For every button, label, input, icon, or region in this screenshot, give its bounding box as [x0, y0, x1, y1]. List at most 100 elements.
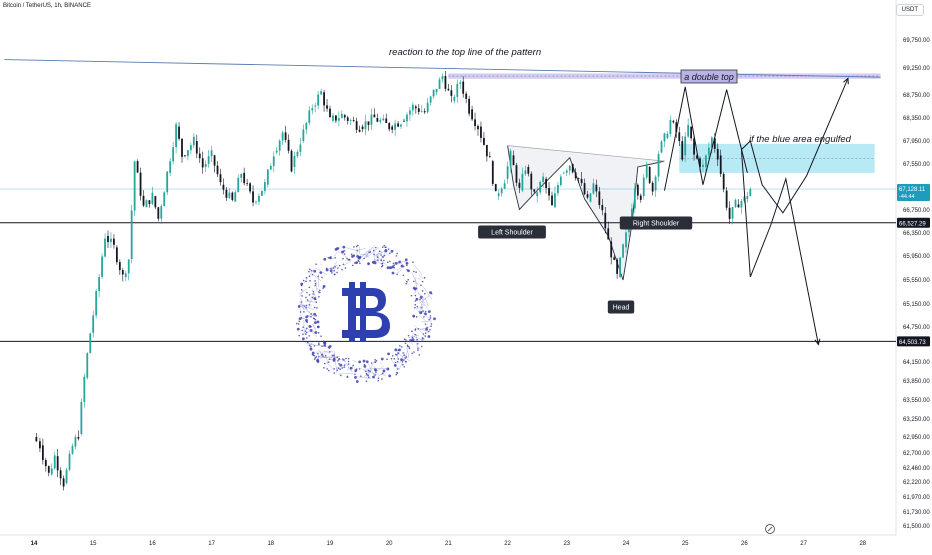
candle-body: [545, 179, 547, 188]
candle-body: [63, 478, 65, 486]
logo-dot: [414, 304, 416, 306]
candle-body: [134, 161, 136, 210]
logo-dot: [401, 346, 403, 348]
logo-dot: [396, 253, 398, 255]
logo-dot: [306, 328, 308, 330]
candle-body: [353, 120, 355, 121]
logo-dot: [373, 262, 375, 264]
logo-dot: [309, 269, 311, 271]
logo-dot: [414, 307, 416, 309]
candle-body: [125, 273, 127, 277]
logo-dot: [323, 258, 326, 261]
logo-dot: [301, 295, 303, 297]
logo-dot: [312, 354, 314, 356]
logo-dot: [359, 263, 361, 265]
logo-dot: [334, 372, 336, 374]
candle-body: [536, 192, 538, 196]
logo-dot: [315, 283, 317, 285]
candle-body: [157, 207, 159, 218]
candle-body: [400, 125, 402, 127]
logo-dot: [348, 363, 350, 365]
y-tick-label: 69,250.00: [903, 66, 930, 72]
candle-body: [178, 127, 180, 139]
candle-body: [749, 189, 751, 196]
y-tick-label: 69,750.00: [903, 38, 930, 44]
logo-dot: [323, 286, 325, 288]
candle-body: [483, 138, 485, 145]
logo-dot: [422, 290, 424, 292]
y-tick-label: 67,950.00: [903, 139, 930, 145]
logo-dot: [389, 261, 391, 263]
logo-dot: [324, 342, 327, 345]
candle-body: [613, 257, 615, 259]
candle-body: [181, 139, 183, 157]
candle-body: [708, 148, 710, 156]
logo-dot: [368, 377, 370, 379]
candle-body: [54, 455, 56, 468]
y-tick-label: 65,550.00: [903, 278, 930, 284]
candle-body: [394, 123, 396, 129]
annotation-blue-area: if the blue area engulfed: [749, 134, 852, 145]
logo-dot: [343, 366, 345, 368]
candle-body: [323, 92, 325, 105]
candle-body: [533, 189, 535, 191]
logo-dot: [309, 280, 311, 282]
logo-dot: [425, 323, 427, 325]
logo-dot: [388, 374, 391, 377]
logo-dot: [387, 261, 389, 263]
candle-body: [418, 108, 420, 112]
candle-body: [276, 151, 278, 153]
logo-dot: [342, 258, 344, 260]
logo-dot: [416, 316, 418, 318]
logo-dot: [387, 352, 390, 355]
candle-body: [95, 291, 97, 315]
logo-dot: [429, 329, 431, 331]
logo-dot: [305, 297, 307, 299]
candle-body: [468, 99, 470, 114]
logo-dot: [356, 255, 359, 258]
candle-body: [548, 188, 550, 195]
y-tick-label: 65,150.00: [903, 302, 930, 308]
logo-dot: [296, 323, 298, 325]
candle-body: [560, 177, 562, 185]
logo-dot: [383, 245, 385, 247]
logo-dot: [334, 274, 336, 276]
candle-body: [741, 201, 743, 207]
candle-body: [667, 134, 669, 138]
y-tick-label: 66,350.00: [903, 231, 930, 237]
logo-dot: [310, 346, 312, 348]
candle-body: [448, 89, 450, 90]
y-tick-label: 66,750.00: [903, 208, 930, 214]
candle-body: [371, 115, 373, 125]
logo-dot: [316, 307, 318, 309]
logo-dot: [355, 371, 357, 373]
symbol-title[interactable]: Bitcoin / TetherUS, 1h, BINANCE: [3, 3, 91, 9]
candle-body: [735, 200, 737, 207]
logo-dot: [344, 253, 346, 255]
candle-body: [347, 117, 349, 121]
logo-dot: [318, 342, 320, 344]
logo-dot: [395, 374, 397, 376]
candle-body: [217, 166, 219, 175]
logo-dot: [305, 333, 307, 335]
candle-body: [391, 127, 393, 130]
logo-dot: [307, 299, 309, 301]
logo-dot: [392, 272, 395, 275]
candle-body: [465, 94, 467, 99]
candle-body: [678, 132, 680, 141]
logo-dot: [391, 358, 393, 360]
logo-dot: [415, 271, 417, 273]
candle-body: [436, 89, 438, 92]
logo-dot: [336, 272, 338, 274]
candle-body: [314, 106, 316, 107]
logo-dot: [381, 378, 383, 380]
candle-body: [193, 137, 195, 145]
logo-dot: [315, 356, 317, 358]
logo-dot: [421, 346, 423, 348]
candle-body: [610, 242, 612, 258]
candle-body: [542, 177, 544, 182]
candle-body: [237, 178, 239, 192]
currency-button[interactable]: USDT: [896, 4, 924, 16]
logo-dot: [363, 360, 366, 363]
